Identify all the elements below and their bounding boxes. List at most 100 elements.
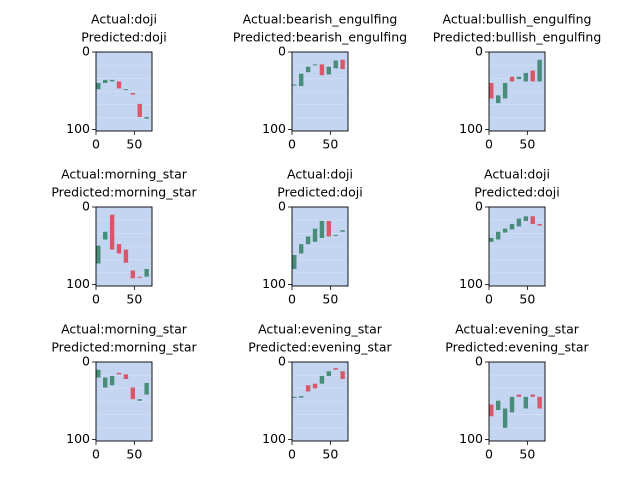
candle-body [312,64,318,66]
candle-body [516,76,522,80]
candle-body [340,59,345,70]
candle-body [109,79,115,82]
subplot-title: Actual:doji [484,167,550,182]
candle-body [137,103,142,118]
x-tick-label: 0 [92,292,100,307]
candle-body [523,72,529,82]
candle-body [137,276,142,278]
candle-body [496,231,501,240]
y-tick-label: 0 [82,199,90,214]
candle-body [116,81,122,89]
candle-body [130,387,136,400]
candle-body [96,245,101,264]
y-tick-label: 100 [459,276,483,291]
y-tick-label: 100 [459,121,483,136]
candle-body [144,382,149,395]
candle-body [502,408,508,428]
candle-body [103,231,108,240]
candle-body [333,368,338,370]
candle-body [496,95,501,104]
axes-frame [488,51,546,132]
y-tick-label: 0 [475,354,483,369]
x-tick-label: 0 [288,137,296,152]
candle-body [292,396,297,398]
subplot-title: Predicted:bullish_engulfing [433,30,602,45]
candle-body [523,216,529,221]
candle-body [537,59,542,82]
subplot-title: Actual:morning_star [61,322,188,337]
candle-body [319,64,325,76]
subplot-title: Actual:morning_star [61,167,188,182]
x-tick-label: 0 [288,447,296,462]
candle-body [103,79,108,83]
subplot-title: Predicted:doji [81,30,166,45]
candle-body [123,89,129,91]
candle-body [502,82,508,99]
x-tick-label: 50 [126,292,142,307]
subplot-title: Predicted:evening_star [248,340,392,355]
candle-body [496,400,501,411]
candle-body [340,371,345,380]
candle-body [530,216,535,225]
candle-body [130,93,136,95]
candle-body [292,84,297,86]
candle-body [103,377,108,388]
x-tick-label: 50 [322,137,338,152]
candle-body [319,220,325,238]
candle-body [509,76,515,82]
candle-body [299,396,304,398]
candle-body [96,369,101,378]
x-tick-label: 50 [322,292,338,307]
y-tick-label: 0 [475,44,483,59]
candle-body [305,236,311,245]
candle-body [319,375,325,384]
axes-frame [95,206,153,287]
candle-body [116,244,122,254]
axes-frame [291,206,349,287]
y-tick-label: 0 [475,199,483,214]
x-tick-label: 0 [485,137,493,152]
y-tick-label: 100 [66,121,90,136]
y-tick-label: 0 [278,199,286,214]
x-tick-label: 50 [322,447,338,462]
subplot-title: Predicted:evening_star [445,340,589,355]
subplot-title: Predicted:morning_star [51,340,197,355]
candle-body [137,399,142,401]
candle-body [299,73,304,87]
candle-body [489,82,494,99]
candle-body [116,372,122,375]
x-tick-label: 50 [519,137,535,152]
x-tick-label: 0 [92,447,100,462]
subplot-title: Predicted:doji [474,185,559,200]
x-tick-label: 0 [92,137,100,152]
y-tick-label: 100 [262,276,286,291]
subplot-title: Predicted:bearish_engulfing [233,30,407,45]
candle-body [333,234,338,236]
candle-body [340,230,345,232]
x-tick-label: 0 [485,292,493,307]
y-tick-label: 0 [82,354,90,369]
candle-body [523,396,529,409]
candle-body [305,66,311,73]
subplot-title: Actual:doji [91,12,157,27]
candle-body [516,218,522,227]
candle-body [326,66,332,75]
candle-body [312,383,318,389]
axes-frame [291,51,349,132]
candle-body [537,224,542,226]
candle-body [326,371,332,376]
candle-body [299,244,304,254]
x-tick-label: 0 [485,447,493,462]
subplot-title: Actual:doji [287,167,353,182]
subplot-title: Predicted:morning_star [51,185,197,200]
y-tick-label: 100 [66,276,90,291]
candle-body [144,117,149,119]
candle-body [109,214,115,250]
axes-frame [291,361,349,442]
axes-frame [95,51,153,132]
candle-body [123,249,129,263]
candle-body [123,374,129,380]
candle-body [537,396,542,409]
candle-body [292,255,297,269]
